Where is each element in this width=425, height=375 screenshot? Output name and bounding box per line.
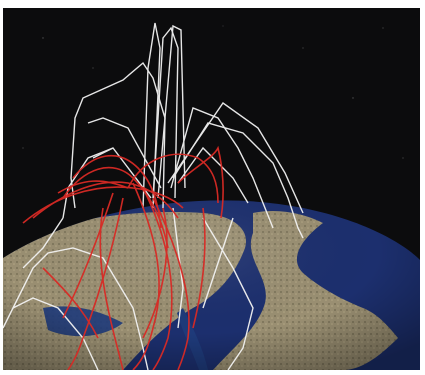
red-paths [22, 145, 224, 370]
globe-scene [3, 8, 420, 370]
stars [22, 25, 404, 159]
earth-globe [3, 200, 420, 370]
globe-visualization [3, 22, 420, 370]
globe-shading [3, 200, 420, 370]
